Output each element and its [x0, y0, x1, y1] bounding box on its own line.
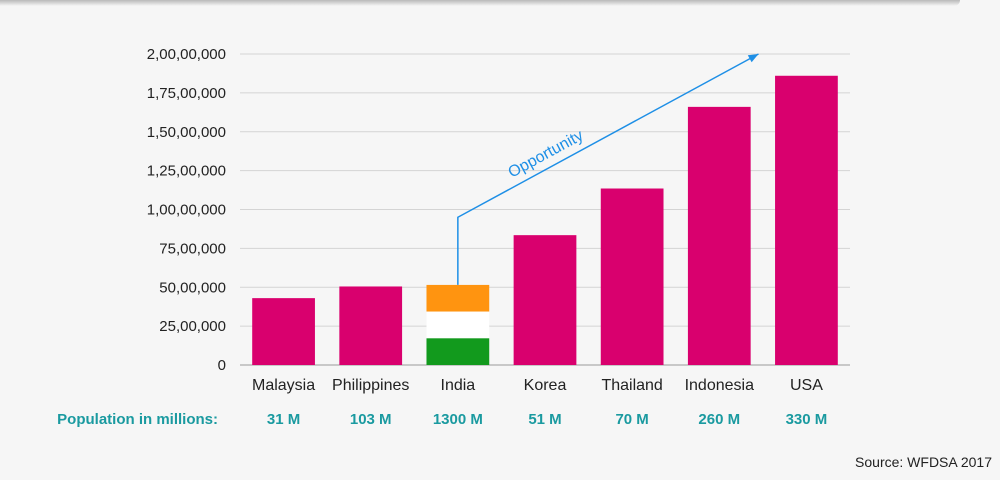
y-tick-label: 75,00,000	[159, 240, 226, 257]
x-category-label: USA	[790, 377, 823, 394]
india-flag-bar	[426, 284, 490, 365]
opportunity-arrow-head	[747, 54, 759, 63]
y-tick-label: 1,25,00,000	[147, 163, 226, 180]
bar	[775, 75, 838, 366]
bar-chart: 0 25,00,000 50,00,000 75,00,000 1,00,00,000 1…	[57, 46, 850, 428]
population-value: 1300 M	[433, 411, 483, 428]
bar	[687, 106, 751, 366]
bar-stripe-white	[426, 311, 490, 339]
population-value: 103 M	[350, 411, 392, 428]
bar-stripe-green	[426, 338, 490, 365]
population-value: 31 M	[267, 411, 300, 428]
x-category-label: Philippines	[332, 377, 409, 394]
bars	[252, 75, 838, 366]
y-tick-label: 0	[218, 357, 226, 374]
source-note: Source: WFDSA 2017	[855, 454, 992, 470]
bar	[513, 235, 577, 365]
population-value: 330 M	[786, 411, 828, 428]
top-shadow	[0, 0, 960, 6]
y-tick-label: 1,50,00,000	[147, 124, 226, 141]
y-tick-label: 2,00,00,000	[147, 46, 226, 63]
y-axis-ticks: 0 25,00,000 50,00,000 75,00,000 1,00,00,000 1…	[147, 46, 226, 374]
y-tick-label: 50,00,000	[159, 279, 226, 296]
population-value: 51 M	[528, 411, 561, 428]
population-value: 260 M	[698, 411, 740, 428]
bar	[339, 286, 403, 365]
population-value: 70 M	[615, 411, 648, 428]
x-category-label: Korea	[524, 377, 567, 394]
x-category-label: Malaysia	[252, 377, 315, 394]
x-category-label: Indonesia	[685, 377, 754, 394]
bar	[600, 188, 664, 365]
y-tick-label: 25,00,000	[159, 318, 226, 335]
y-tick-label: 1,00,00,000	[147, 202, 226, 219]
population-label: Population in millions:	[57, 411, 218, 428]
y-tick-label: 1,75,00,000	[147, 85, 226, 102]
opportunity-arrow-line	[457, 53, 759, 285]
x-axis-categories: Malaysia Philippines India Korea Thailand Ind…	[252, 377, 823, 394]
x-category-label: India	[441, 377, 476, 394]
bar-stripe-saffron	[426, 284, 490, 312]
bar	[252, 298, 315, 365]
population-row: 31 M 103 M 1300 M 51 M 70 M 260 M 330 M Populat…	[57, 411, 827, 428]
x-category-label: Thailand	[601, 377, 662, 394]
